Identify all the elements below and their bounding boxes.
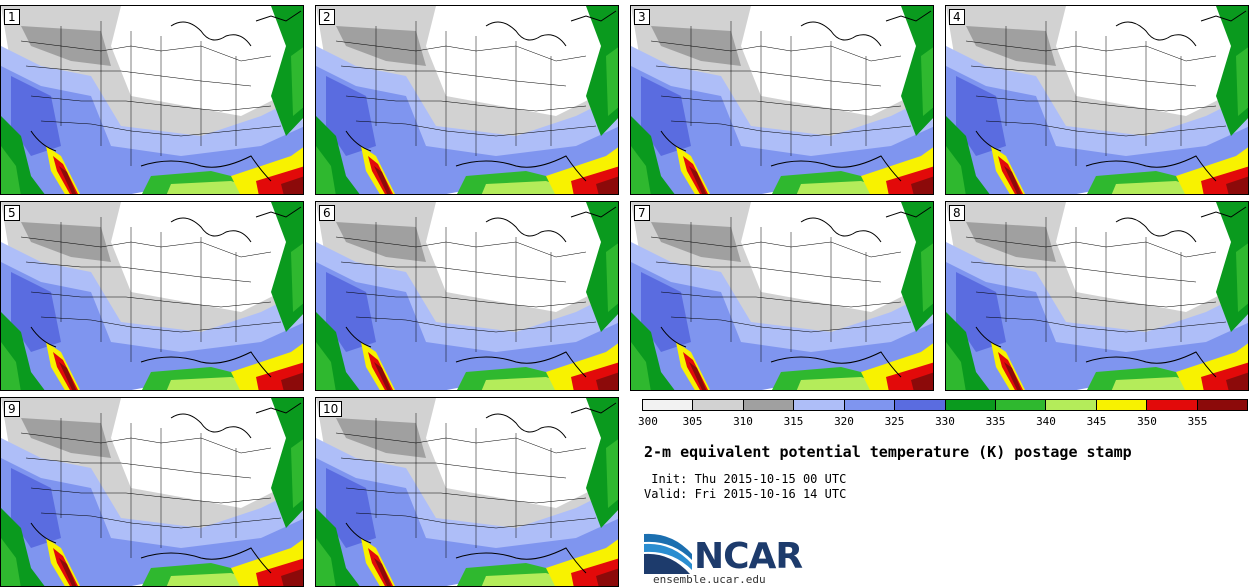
colorbar-segment <box>844 400 896 410</box>
stamp-map <box>1 398 303 586</box>
colorbar-tick-label: 335 <box>985 415 1006 428</box>
stamp-panel-8: 8 <box>945 201 1249 391</box>
logo-url[interactable]: ensemble.ucar.edu <box>653 573 766 586</box>
colorbar-tick-label: 310 <box>733 415 753 428</box>
colorbar-tick-label: 300 <box>638 415 658 428</box>
ncar-logo-text: NCAR <box>694 536 803 577</box>
colorbar-tick-label: 320 <box>834 415 854 428</box>
stamp-panel-4: 4 <box>945 5 1249 195</box>
colorbar-segment <box>1096 400 1148 410</box>
colorbar <box>642 399 1248 411</box>
stamp-map <box>316 398 618 586</box>
stamp-map <box>946 202 1248 390</box>
stamp-panel-1: 1 <box>0 5 304 195</box>
colorbar-segment <box>794 400 845 410</box>
colorbar-segment <box>643 400 694 410</box>
colorbar-tick-label: 350 <box>1137 415 1157 428</box>
colorbar-segment <box>693 400 744 410</box>
stamp-map <box>1 202 303 390</box>
stamp-number: 4 <box>949 9 965 25</box>
colorbar-ticks: 300 305 310 315 320 325 330 335 340 345 350 355 <box>638 415 1248 429</box>
colorbar-tick-label: 325 <box>884 415 905 428</box>
colorbar-tick-label: 330 <box>935 415 955 428</box>
stamp-panel-9: 9 <box>0 397 304 587</box>
stamp-map <box>631 6 933 194</box>
colorbar-tick-label: 345 <box>1086 415 1107 428</box>
colorbar-segment <box>945 400 996 410</box>
stamp-panel-5: 5 <box>0 201 304 391</box>
stamp-map <box>946 6 1248 194</box>
stamp-number: 5 <box>4 205 20 221</box>
stamp-number: 6 <box>319 205 335 221</box>
stamp-map <box>316 202 618 390</box>
colorbar-segment <box>895 400 946 410</box>
colorbar-segment <box>995 400 1047 410</box>
colorbar-segment <box>1197 400 1248 410</box>
stamp-map <box>1 6 303 194</box>
colorbar-segment <box>1046 400 1097 410</box>
stamp-panel-3: 3 <box>630 5 934 195</box>
stamp-panel-7: 7 <box>630 201 934 391</box>
stamp-panel-2: 2 <box>315 5 619 195</box>
stamp-map <box>631 202 933 390</box>
stamp-number: 9 <box>4 401 20 417</box>
stamp-number: 3 <box>634 9 650 25</box>
stamp-panel-10: 10 <box>315 397 619 587</box>
stamp-number: 2 <box>319 9 335 25</box>
colorbar-tick-label: 305 <box>682 415 703 428</box>
valid-time: Valid: Fri 2015-10-16 14 UTC <box>644 487 847 501</box>
plot-title: 2-m equivalent potential temperature (K)… <box>644 443 1132 461</box>
colorbar-tick-label: 355 <box>1187 415 1208 428</box>
init-time: Init: Thu 2015-10-15 00 UTC <box>644 472 847 486</box>
stamp-number: 10 <box>319 401 343 417</box>
stamp-map <box>316 6 618 194</box>
ncar-logo-icon <box>644 533 692 574</box>
stamp-panel-6: 6 <box>315 201 619 391</box>
colorbar-segment <box>743 400 795 410</box>
stamp-number: 8 <box>949 205 965 221</box>
colorbar-segment <box>1147 400 1198 410</box>
stamp-number: 7 <box>634 205 650 221</box>
colorbar-tick-label: 315 <box>783 415 804 428</box>
colorbar-tick-label: 340 <box>1036 415 1056 428</box>
stamp-number: 1 <box>4 9 20 25</box>
